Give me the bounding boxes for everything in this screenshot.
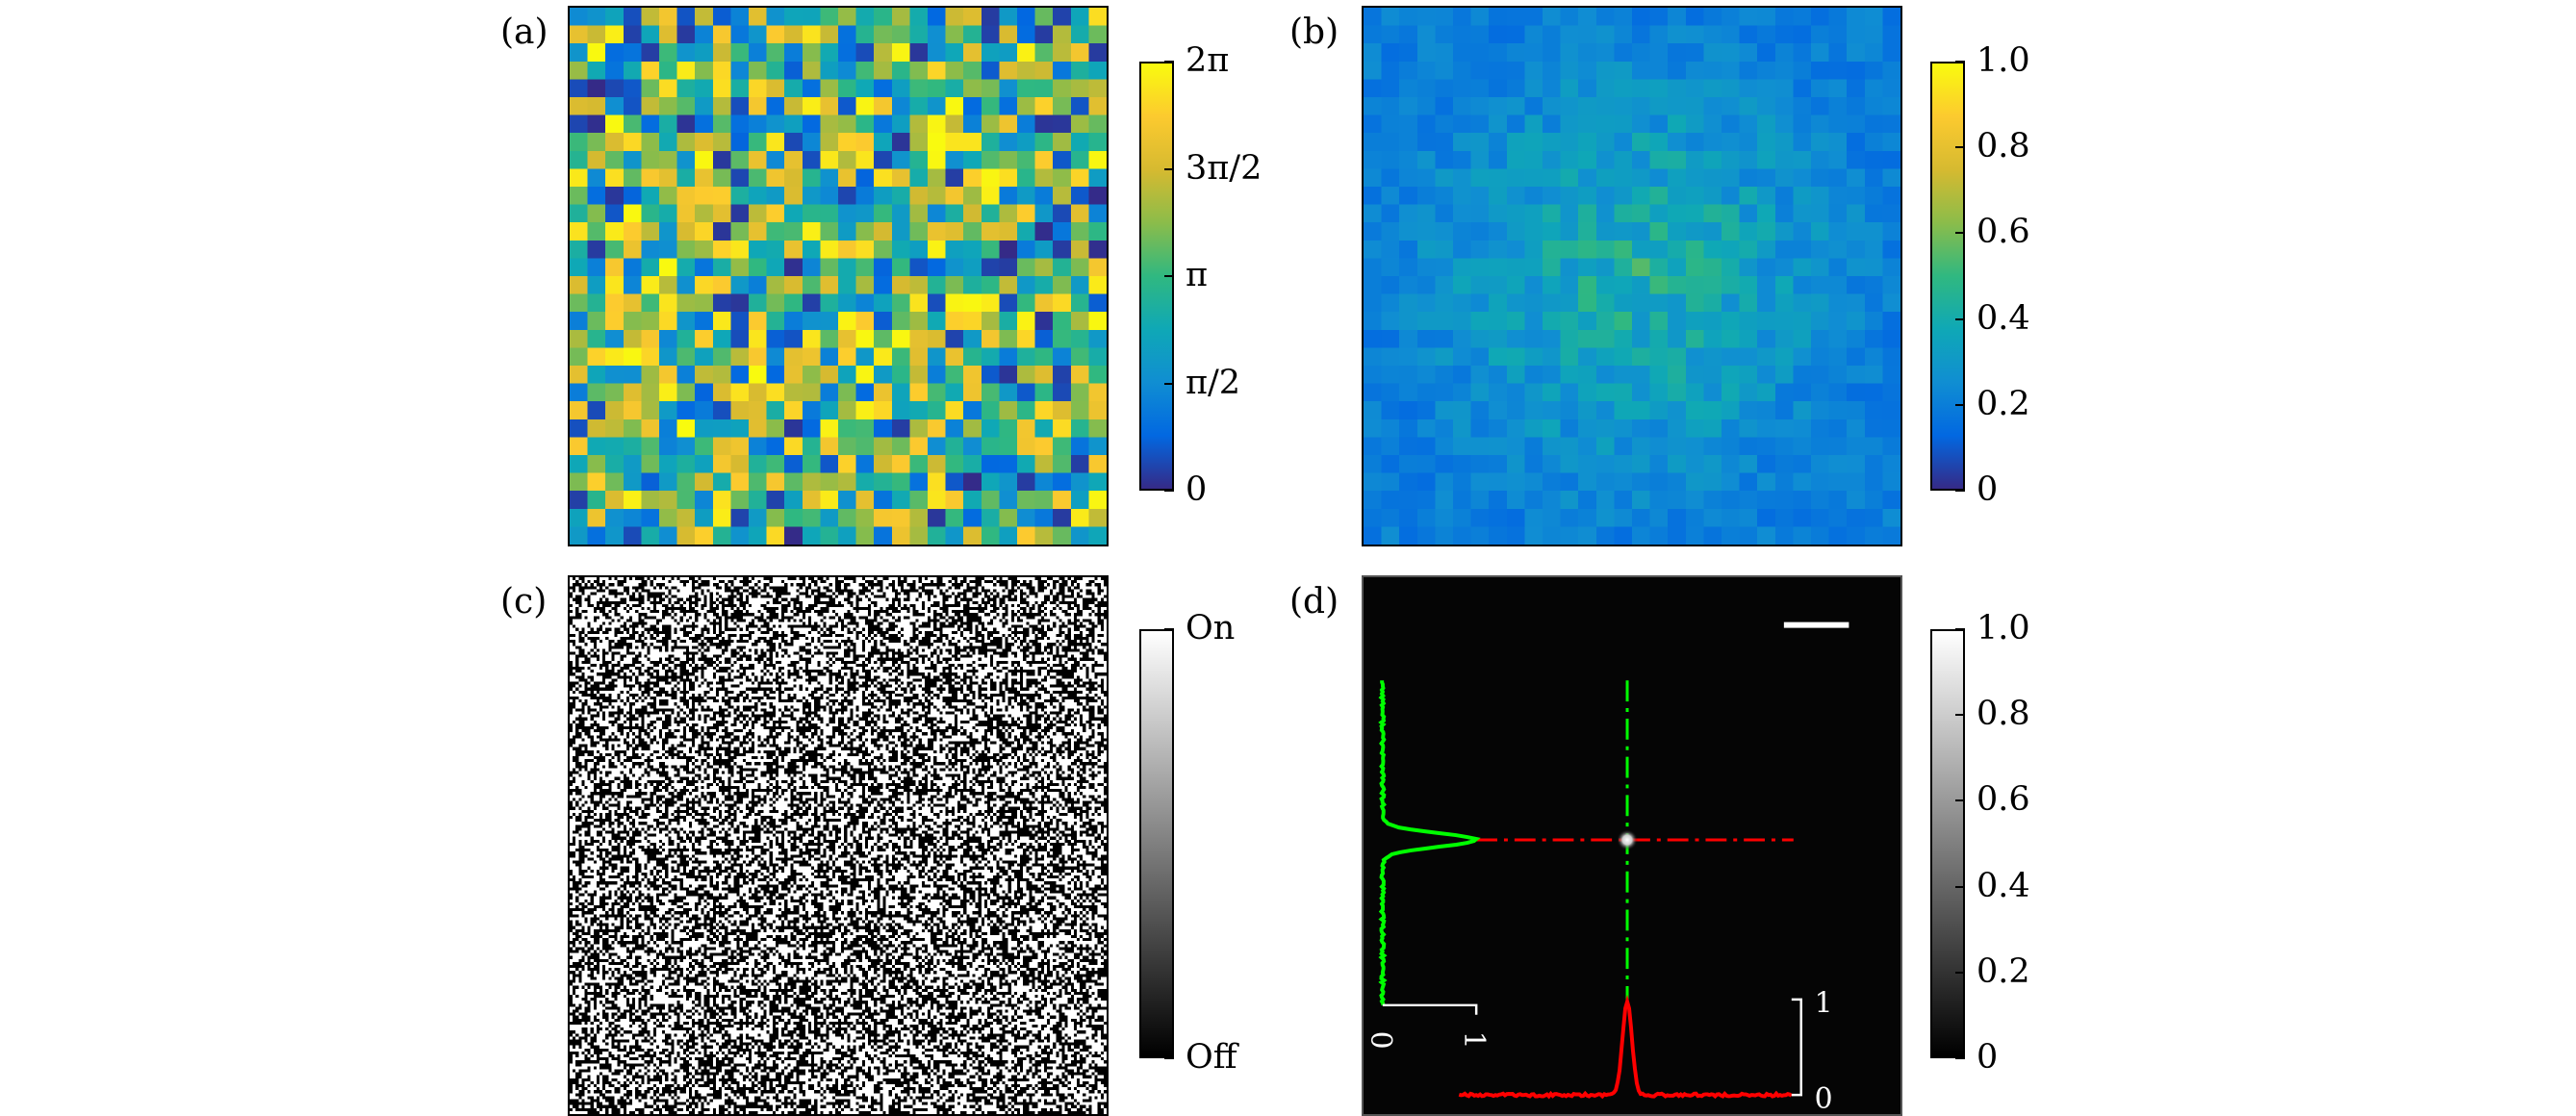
horizontal-profile-scale bbox=[1791, 998, 1802, 1097]
intensity-colorbar-tick bbox=[1955, 628, 1965, 630]
panel-label-b: (b) bbox=[1289, 13, 1339, 52]
phase-colorbar-tick-label: 2π bbox=[1186, 41, 1230, 80]
intensity-colorbar-tick-label: 1.0 bbox=[1977, 609, 2030, 647]
amplitude-colorbar-tick bbox=[1955, 317, 1965, 320]
focal-spot bbox=[1617, 829, 1638, 850]
phase-colorbar-tick bbox=[1164, 61, 1174, 63]
amplitude-colorbar-tick bbox=[1955, 146, 1965, 149]
horizontal-profile-curve bbox=[1458, 994, 1793, 1100]
amplitude-colorbar bbox=[1930, 62, 1965, 491]
amplitude-colorbar-tick-label: 0.8 bbox=[1977, 127, 2030, 166]
amplitude-colorbar-tick bbox=[1955, 403, 1965, 406]
amplitude-colorbar-tick-label: 0 bbox=[1977, 470, 1999, 509]
phase-colorbar-tick bbox=[1164, 275, 1174, 277]
binary-colorbar-tick-label: On bbox=[1186, 609, 1236, 647]
intensity-colorbar bbox=[1930, 629, 1965, 1058]
phase-colorbar-tick-label: π/2 bbox=[1186, 363, 1241, 402]
intensity-colorbar-tick-label: 0.6 bbox=[1977, 780, 2030, 820]
amplitude-colorbar-tick bbox=[1955, 61, 1965, 63]
phase-colorbar-tick-label: 3π/2 bbox=[1186, 148, 1262, 188]
intensity-colorbar-tick bbox=[1955, 971, 1965, 974]
phase-colorbar-tick bbox=[1164, 167, 1174, 170]
amplitude-colorbar-tick bbox=[1955, 232, 1965, 235]
amplitude-colorbar-tick-label: 0.4 bbox=[1977, 298, 2030, 338]
phase-colorbar-tick-label: 0 bbox=[1186, 470, 1208, 509]
intensity-colorbar-tick bbox=[1955, 885, 1965, 888]
binary-hologram bbox=[568, 575, 1109, 1116]
amplitude-colorbar-tick-label: 0.6 bbox=[1977, 213, 2030, 252]
intensity-colorbar-tick-label: 0.2 bbox=[1977, 951, 2030, 991]
binary-colorbar bbox=[1139, 629, 1174, 1058]
phase-map bbox=[568, 6, 1109, 546]
horizontal-profile-scale-label-1: 1 bbox=[1815, 987, 1833, 1021]
binary-colorbar-tick bbox=[1164, 1057, 1174, 1059]
intensity-colorbar-tick-label: 0 bbox=[1977, 1038, 1999, 1077]
phase-colorbar-tick bbox=[1164, 382, 1174, 385]
phase-colorbar-tick bbox=[1164, 490, 1174, 492]
amplitude-colorbar-tick-label: 1.0 bbox=[1977, 41, 2030, 80]
panel-label-d: (d) bbox=[1289, 582, 1339, 621]
vertical-profile-scale-label-0: 0 bbox=[1364, 1031, 1397, 1050]
binary-colorbar-tick bbox=[1164, 628, 1174, 630]
horizontal-profile-scale-label-0: 0 bbox=[1815, 1082, 1833, 1114]
vertical-profile-scale bbox=[1382, 1003, 1478, 1015]
vertical-profile-scale-label-1: 1 bbox=[1457, 1031, 1491, 1050]
intensity-colorbar-tick bbox=[1955, 714, 1965, 717]
panel-label-c: (c) bbox=[500, 582, 548, 621]
focus-intensity-map: 0 1 1 0 bbox=[1362, 575, 1902, 1116]
panel-label-a: (a) bbox=[500, 13, 548, 52]
amplitude-colorbar-tick-label: 0.2 bbox=[1977, 384, 2030, 423]
phase-colorbar-tick-label: π bbox=[1186, 256, 1209, 294]
vertical-profile-curve bbox=[1378, 680, 1481, 1006]
intensity-colorbar-tick bbox=[1955, 799, 1965, 802]
binary-colorbar-tick-label: Off bbox=[1186, 1038, 1237, 1077]
intensity-colorbar-tick bbox=[1955, 1057, 1965, 1059]
amplitude-colorbar-tick bbox=[1955, 490, 1965, 492]
amplitude-map bbox=[1362, 6, 1902, 546]
intensity-colorbar-tick-label: 0.4 bbox=[1977, 866, 2030, 905]
intensity-colorbar-tick-label: 0.8 bbox=[1977, 695, 2030, 734]
